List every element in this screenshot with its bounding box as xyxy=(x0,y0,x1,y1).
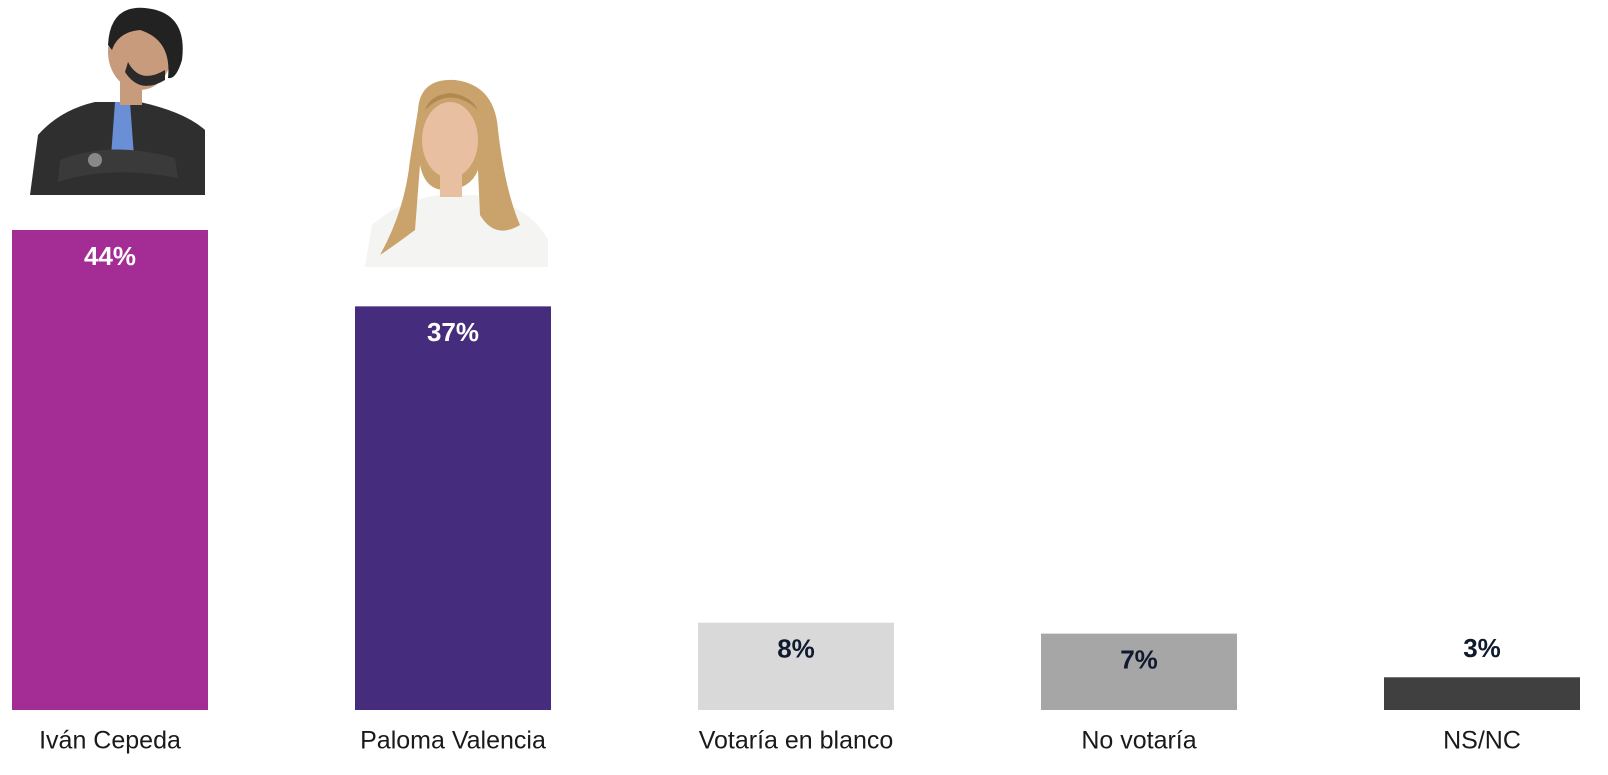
category-label: Iván Cepeda xyxy=(39,727,181,755)
bar xyxy=(12,230,208,710)
chart: 44% Iván Cepeda 37% Paloma Valencia 8% Votarí… xyxy=(0,0,1608,775)
category-label: Paloma Valencia xyxy=(360,727,546,755)
value-label: 3% xyxy=(1463,633,1501,663)
bar xyxy=(1384,677,1580,710)
value-label: 7% xyxy=(1120,645,1158,675)
bar xyxy=(355,306,551,710)
category-label: Votaría en blanco xyxy=(699,727,894,755)
value-label: 8% xyxy=(777,634,815,664)
value-label: 44% xyxy=(84,241,136,271)
category-label: NS/NC xyxy=(1443,727,1521,755)
category-label: No votaría xyxy=(1081,727,1196,755)
photo-candidate-1 xyxy=(30,8,205,195)
photo-candidate-2 xyxy=(365,80,548,267)
page: 44% Iván Cepeda 37% Paloma Valencia 8% Votarí… xyxy=(0,0,1608,775)
value-label: 37% xyxy=(427,317,479,347)
